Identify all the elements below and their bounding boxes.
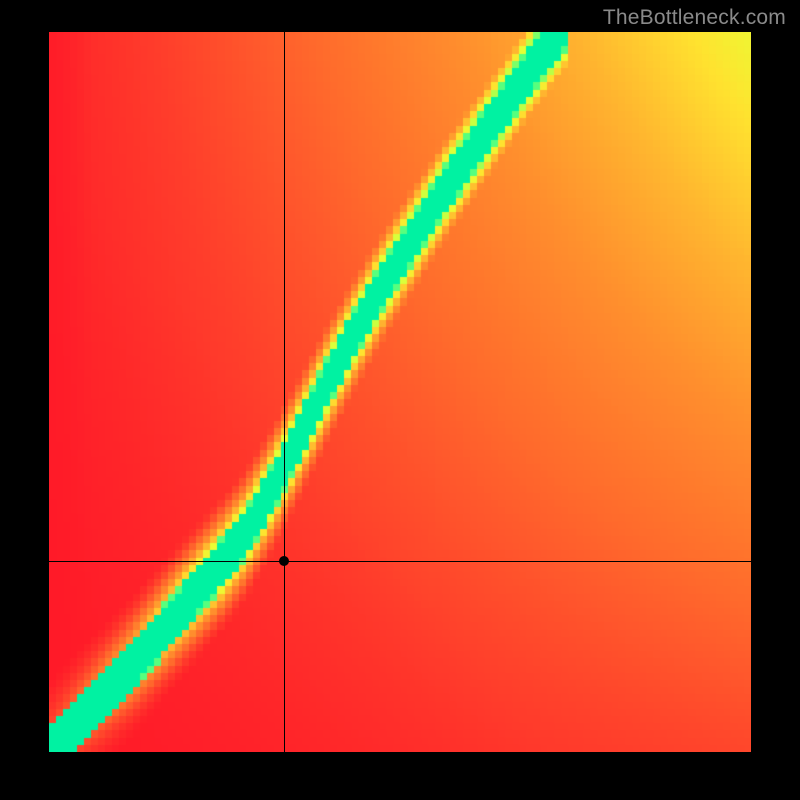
heatmap-canvas	[49, 32, 751, 752]
crosshair-dot	[279, 556, 289, 566]
crosshair-horizontal	[49, 561, 751, 562]
watermark-text: TheBottleneck.com	[603, 6, 786, 30]
plot-area	[49, 32, 751, 752]
crosshair-vertical	[284, 32, 285, 752]
chart-container: TheBottleneck.com	[0, 0, 800, 800]
